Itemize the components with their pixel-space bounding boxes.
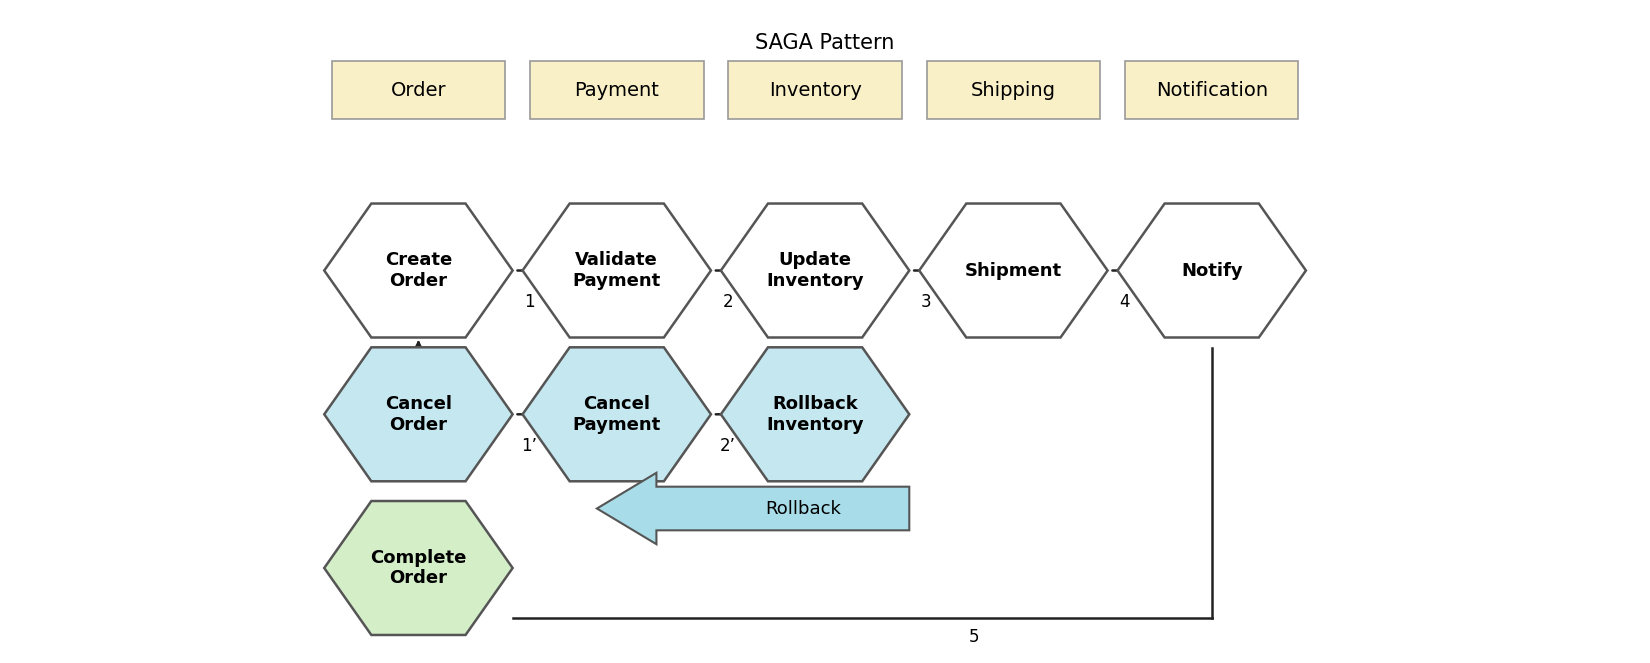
Text: Cancel
Payment: Cancel Payment — [573, 395, 662, 434]
Text: Validate
Payment: Validate Payment — [573, 251, 662, 290]
Text: 1: 1 — [525, 293, 535, 311]
Text: Rollback: Rollback — [764, 499, 840, 518]
Text: Order: Order — [391, 80, 446, 99]
Text: Complete
Order: Complete Order — [370, 548, 467, 587]
Polygon shape — [721, 204, 909, 337]
Text: 5: 5 — [969, 629, 978, 646]
Text: Update
Inventory: Update Inventory — [766, 251, 865, 290]
Text: Shipment: Shipment — [965, 261, 1063, 280]
Text: Inventory: Inventory — [769, 80, 861, 99]
Text: Cancel
Order: Cancel Order — [384, 395, 452, 434]
FancyBboxPatch shape — [728, 61, 903, 119]
Text: 3: 3 — [921, 293, 932, 311]
FancyBboxPatch shape — [530, 61, 703, 119]
Text: 2’: 2’ — [719, 437, 736, 455]
Text: Payment: Payment — [574, 80, 660, 99]
FancyBboxPatch shape — [332, 61, 505, 119]
Polygon shape — [1117, 204, 1305, 337]
Text: Shipping: Shipping — [970, 80, 1056, 99]
Text: 4: 4 — [1119, 293, 1130, 311]
Text: Notification: Notification — [1155, 80, 1267, 99]
Polygon shape — [325, 204, 513, 337]
Text: Create
Order: Create Order — [384, 251, 452, 290]
Polygon shape — [523, 204, 711, 337]
Text: Rollback
Inventory: Rollback Inventory — [766, 395, 865, 434]
FancyBboxPatch shape — [927, 61, 1101, 119]
Polygon shape — [919, 204, 1107, 337]
Text: 2: 2 — [723, 293, 733, 311]
Polygon shape — [597, 473, 909, 544]
Polygon shape — [721, 347, 909, 481]
Text: Notify: Notify — [1181, 261, 1242, 280]
FancyBboxPatch shape — [1125, 61, 1299, 119]
Text: SAGA Pattern: SAGA Pattern — [756, 32, 894, 52]
Polygon shape — [523, 347, 711, 481]
Polygon shape — [325, 501, 513, 635]
Polygon shape — [325, 347, 513, 481]
Text: 1’: 1’ — [521, 437, 538, 455]
